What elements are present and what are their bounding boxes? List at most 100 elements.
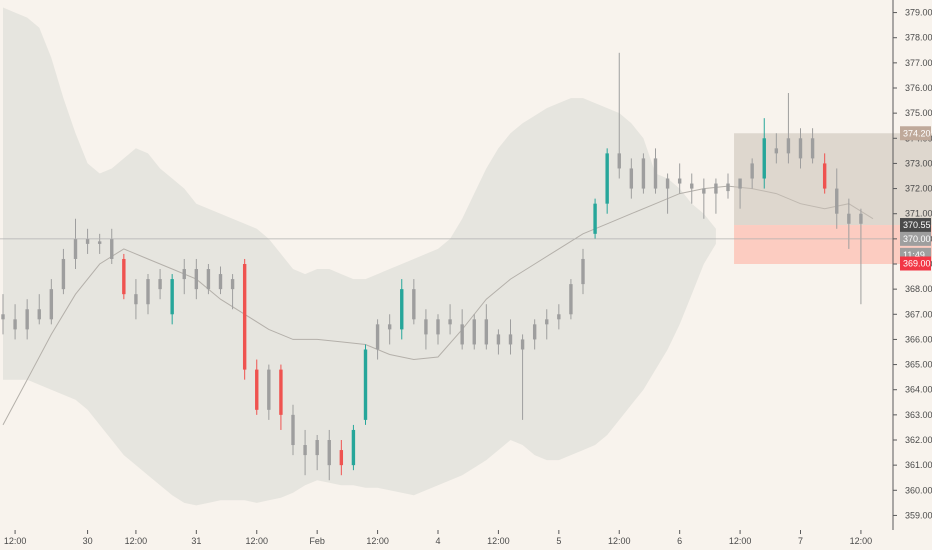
candle [714, 178, 718, 214]
candle-body [508, 334, 513, 345]
price-tick-label: 372.00 [905, 184, 932, 194]
candle-body [327, 440, 331, 466]
candle [726, 173, 730, 199]
candle [255, 359, 259, 415]
stop-zone[interactable] [734, 225, 932, 264]
time-axis[interactable]: 12:00 30 12:00 31 12:00 Feb 12:00 4 12:00 5 12:00 6… [4, 530, 872, 546]
candle [1, 294, 5, 335]
candle-body [545, 319, 549, 325]
candle [218, 266, 223, 295]
candle [400, 279, 404, 340]
candle-body [230, 279, 235, 290]
candle-body [581, 258, 585, 285]
price-tick-label: 377.00 [905, 58, 932, 68]
candle [460, 309, 464, 350]
candle-body [194, 269, 199, 290]
candle [49, 279, 54, 325]
candle [520, 334, 525, 420]
candle [677, 163, 682, 194]
candle-body [750, 163, 754, 179]
candle-body [472, 319, 476, 345]
candle-body [677, 178, 682, 184]
last-price-badge: 370.55 [900, 218, 931, 233]
time-tick-label: 12:00 [608, 536, 631, 546]
candle-body [400, 289, 404, 330]
target-price-label: 374.20 [903, 128, 931, 138]
time-tick-label: 6 [677, 536, 682, 546]
candle-body [690, 183, 694, 189]
candle [847, 198, 851, 249]
candle-body [726, 183, 730, 192]
candle [448, 304, 452, 335]
candle [73, 218, 78, 270]
candle-body [448, 319, 452, 325]
candle [641, 153, 646, 194]
price-tick-label: 367.00 [905, 309, 932, 319]
candle-body [496, 334, 501, 345]
candle [363, 344, 368, 425]
time-tick-label: 12:00 [366, 536, 389, 546]
candle [617, 52, 621, 179]
candle-body [436, 319, 440, 335]
candle-body [798, 138, 803, 159]
time-tick-label: 4 [435, 536, 440, 546]
candle [182, 258, 186, 295]
candle-body [315, 440, 319, 456]
time-tick-label: 31 [191, 536, 201, 546]
price-tick-label: 364.00 [905, 385, 932, 395]
target-zone[interactable] [734, 133, 932, 226]
plot-area[interactable] [0, 7, 932, 506]
candle-body [484, 319, 489, 345]
candle-body [363, 349, 368, 420]
candle-body [738, 178, 742, 189]
candle-body [532, 324, 537, 340]
stop-price-label: 369.00 [903, 259, 931, 269]
candle [170, 274, 174, 325]
candle [230, 274, 235, 310]
candle [629, 158, 634, 199]
crosshair-price-label: 370.00 [903, 234, 931, 244]
candle [339, 440, 344, 476]
crosshair-price-badge: 370.00 [900, 231, 931, 246]
time-tick-label: 12:00 [850, 536, 873, 546]
time-tick-label: 12:00 [245, 536, 268, 546]
candle-body [279, 369, 283, 415]
candle-body [351, 429, 356, 466]
candle [267, 364, 271, 420]
price-tick-label: 375.00 [905, 108, 932, 118]
candle-body [37, 309, 41, 320]
candle-body [375, 324, 380, 350]
price-badges: 374.20 370.55 370.00 11:49 369.00 [900, 126, 931, 271]
candle [37, 294, 41, 325]
candle-body [242, 264, 247, 370]
candle [61, 248, 66, 295]
candle-body [617, 153, 621, 169]
candle-body [774, 148, 779, 154]
target-price-badge: 374.20 [900, 126, 931, 141]
price-tick-label: 362.00 [905, 435, 932, 445]
candle-body [206, 269, 211, 290]
candle-body [653, 158, 658, 189]
candle [387, 314, 392, 345]
candle-body [218, 274, 223, 290]
candle [110, 228, 114, 264]
price-tick-label: 376.00 [905, 83, 932, 93]
candle-body [702, 188, 706, 194]
candle-body [122, 258, 126, 295]
candle-body [835, 188, 839, 214]
candle [545, 309, 549, 340]
candle [206, 264, 211, 295]
price-tick-label: 373.00 [905, 158, 932, 168]
candle [134, 279, 138, 320]
price-tick-label: 363.00 [905, 410, 932, 420]
candle [242, 258, 247, 380]
candle-body [85, 238, 90, 244]
candle [750, 158, 754, 189]
candle-body [822, 163, 827, 189]
candle-body [110, 238, 114, 259]
countdown-label: 11:49 [903, 250, 925, 260]
time-tick-label: 12:00 [4, 536, 27, 546]
candle-body [25, 309, 29, 330]
candle-body [460, 324, 464, 345]
